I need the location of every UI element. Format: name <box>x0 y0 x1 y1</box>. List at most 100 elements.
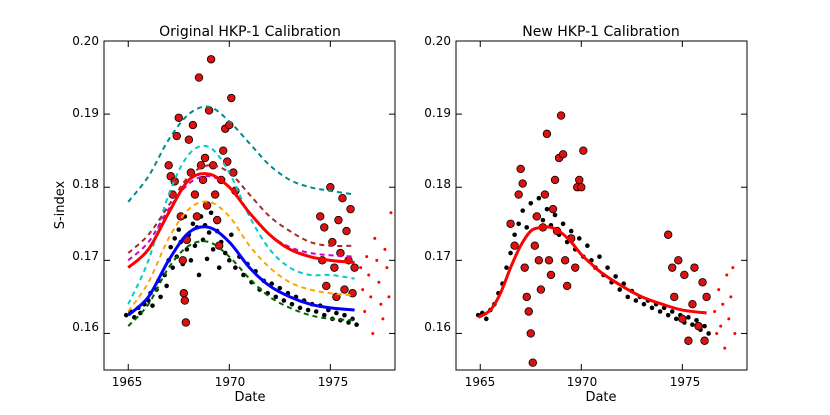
right-black-points-57 <box>706 331 711 336</box>
right-black-points-34 <box>613 274 618 279</box>
right-red-markers-2 <box>514 190 523 199</box>
left-black-points-38 <box>216 265 222 270</box>
left-red-dotted-extension-9 <box>377 280 381 284</box>
left-x-axis-label: Date <box>234 390 265 405</box>
right-ytick-label-019: 0.19 <box>424 106 451 120</box>
right-red-markers-28 <box>571 263 580 272</box>
right-black-points-2 <box>484 316 489 322</box>
right-red-dotted-extension-3 <box>719 324 723 328</box>
right-red-markers-8 <box>526 329 535 338</box>
right-red-markers-42 <box>694 321 703 331</box>
left-red-dotted-extension-15 <box>389 211 393 215</box>
left-red-markers-44 <box>334 215 343 225</box>
right-red-markers-24 <box>558 150 568 159</box>
right-red-dotted-extension-6 <box>725 273 729 277</box>
right-black-points-37 <box>625 294 631 300</box>
left-xticks <box>127 41 331 370</box>
right-black-points-48 <box>669 309 675 314</box>
right-red-markers-1 <box>510 241 519 250</box>
right-black-points-32 <box>605 265 610 270</box>
right-red-markers-31 <box>577 183 586 192</box>
right-black-points-39 <box>633 298 639 303</box>
right-red-markers-0 <box>506 219 515 228</box>
left-black-points-27 <box>192 243 198 249</box>
right-red-markers-11 <box>532 212 542 221</box>
left-ytick-label-017: 0.17 <box>72 249 99 263</box>
left-red-markers-46 <box>338 193 347 203</box>
left-black-points-23 <box>184 247 190 252</box>
left-black-points-17 <box>172 236 178 241</box>
right-red-markers-45 <box>702 292 711 302</box>
left-red-dotted-extension-13 <box>385 266 389 270</box>
left-black-points-35 <box>208 210 214 216</box>
left-black-points-8 <box>150 303 155 308</box>
left-red-markers-36 <box>316 212 325 221</box>
left-black-points-11 <box>158 294 163 300</box>
left-red-markers-25 <box>210 190 220 199</box>
left-red-dotted-extension-0 <box>359 266 363 270</box>
left-black-points-34 <box>206 230 212 235</box>
left-red-markers-50 <box>346 204 355 214</box>
right-red-markers-33 <box>663 230 673 239</box>
right-red-dotted-extension-2 <box>717 288 721 292</box>
left-red-dotted-extension-6 <box>371 331 375 335</box>
right-red-markers-44 <box>700 336 709 345</box>
right-black-points-27 <box>585 243 590 249</box>
right-red-markers-12 <box>534 256 544 265</box>
left-red-markers-5 <box>174 113 183 122</box>
left-black-points-41 <box>226 258 232 263</box>
right-red-markers-20 <box>550 175 560 185</box>
right-red-dotted-extension-10 <box>733 331 737 335</box>
right-red-markers-23 <box>556 111 566 120</box>
right-xtick-label-1965: 1965 <box>465 375 496 389</box>
left-red-markers-29 <box>219 146 228 155</box>
left-series-blue-fit <box>127 225 355 317</box>
right-black-points-54 <box>694 317 699 323</box>
right-red-markers-40 <box>688 300 697 309</box>
left-red-markers-52 <box>350 263 359 272</box>
left-xtick-label-1970: 1970 <box>215 375 246 389</box>
left-ytick-label-016: 0.16 <box>72 320 99 334</box>
right-red-markers-30 <box>575 175 584 185</box>
left-red-markers-7 <box>178 256 188 265</box>
right-black-points-10 <box>516 221 521 227</box>
left-red-dotted-extension-2 <box>363 310 367 314</box>
right-red-markers-15 <box>540 190 550 199</box>
right-black-points-17 <box>544 206 550 212</box>
right-red-markers-39 <box>684 336 693 345</box>
right-black-points-13 <box>528 201 534 206</box>
left-ytick-label-019: 0.19 <box>72 106 99 120</box>
left-black-points-55 <box>281 298 287 303</box>
right-red-markers-41 <box>690 263 699 272</box>
right-xticks <box>479 41 683 370</box>
left-series-orange-dashed-fit <box>127 200 355 313</box>
right-black-points-47 <box>665 312 671 318</box>
right-black-points-9 <box>512 232 517 238</box>
left-marks <box>123 55 393 335</box>
right-chart-title: New HKP-1 Calibration <box>522 24 679 40</box>
left-red-markers-23 <box>206 55 216 64</box>
left-red-markers-47 <box>340 285 349 294</box>
right-black-points-23 <box>568 228 574 234</box>
right-red-markers-38 <box>680 270 689 280</box>
right-black-points-11 <box>520 208 525 213</box>
left-red-markers-42 <box>330 263 339 272</box>
right-black-points-7 <box>504 265 509 270</box>
left-black-points-53 <box>273 294 279 300</box>
right-black-points-8 <box>508 250 513 256</box>
left-series-dark-green-dashed-fit <box>127 240 355 327</box>
left-red-markers-31 <box>223 157 232 166</box>
right-black-points-43 <box>649 305 655 311</box>
right-red-markers-18 <box>546 270 556 280</box>
right-red-markers-6 <box>522 292 531 302</box>
left-series-teal-dashed-fit <box>127 105 355 203</box>
left-plot-frame <box>103 40 396 371</box>
right-red-markers-43 <box>698 278 707 287</box>
right-red-markers-36 <box>674 256 683 265</box>
left-red-markers-4 <box>172 131 181 141</box>
right-red-markers-25 <box>560 256 570 265</box>
left-red-markers-8 <box>179 289 189 298</box>
left-black-points-54 <box>277 285 283 291</box>
right-red-dotted-extension-7 <box>727 317 731 321</box>
